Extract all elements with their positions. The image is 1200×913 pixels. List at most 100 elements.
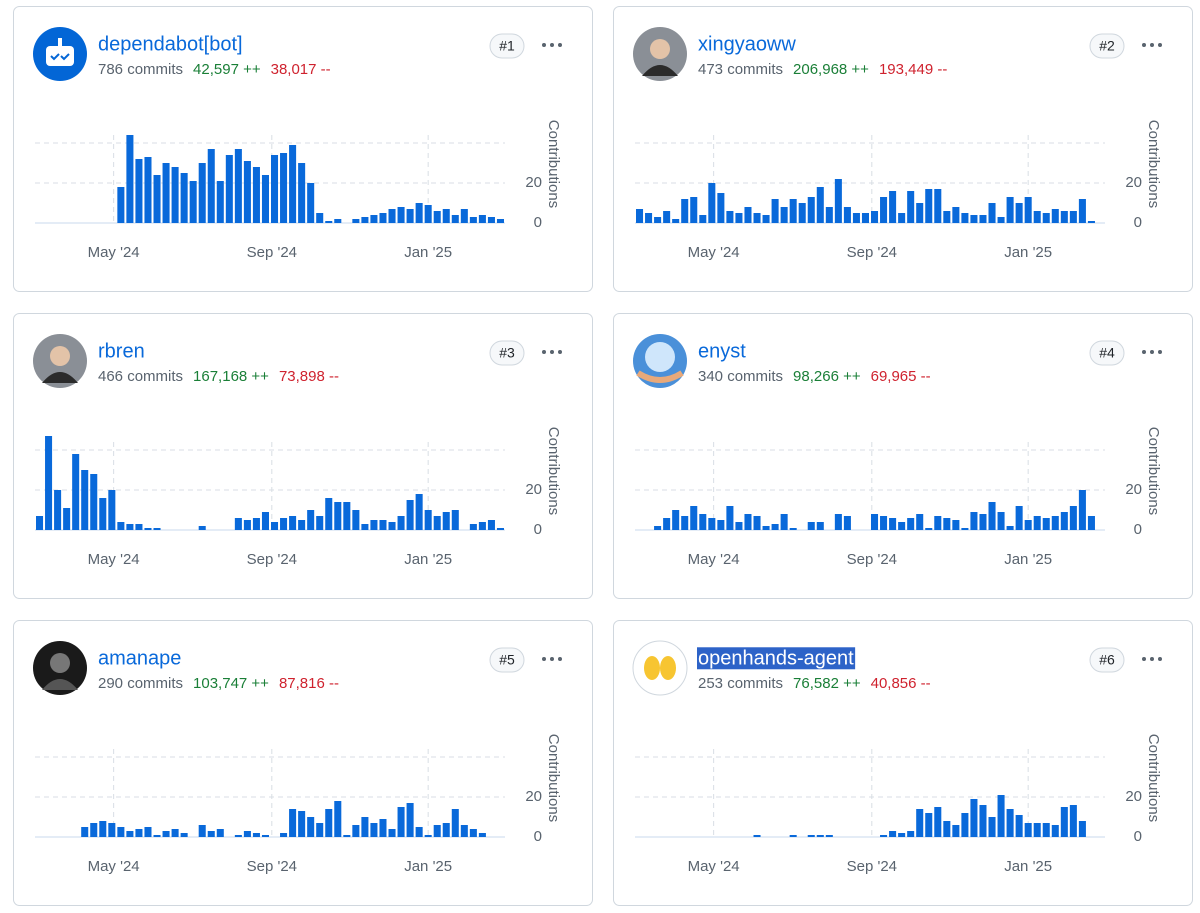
more-menu[interactable] [542, 43, 562, 47]
bar [126, 831, 134, 837]
avatar[interactable] [33, 27, 87, 81]
commit-stats: 253 commits 76,582 ++ 40,856 -- [698, 675, 931, 692]
menu-dot [542, 657, 546, 661]
bar [198, 825, 206, 837]
more-menu[interactable] [542, 350, 562, 354]
bar [316, 516, 324, 530]
bar [961, 528, 969, 530]
bar [397, 516, 405, 530]
bar [979, 215, 987, 223]
bar [45, 436, 53, 530]
x-tick-label: Sep '24 [247, 551, 297, 568]
bar [388, 522, 396, 530]
bar [898, 522, 906, 530]
more-menu[interactable] [1142, 43, 1162, 47]
x-tick-label: Sep '24 [847, 858, 897, 875]
contributor-name[interactable]: dependabot[bot] [98, 33, 243, 55]
bar [979, 805, 987, 837]
bar [307, 817, 315, 837]
bar [1078, 490, 1086, 530]
avatar-icon [645, 342, 675, 372]
bar [379, 819, 387, 837]
bar [1060, 807, 1068, 837]
bar [1051, 209, 1059, 223]
bar [99, 821, 107, 837]
bar [699, 215, 707, 223]
bar [424, 205, 432, 223]
additions: 167,168 ++ [193, 368, 269, 385]
menu-dot [550, 350, 554, 354]
bar [952, 520, 960, 530]
avatar[interactable] [33, 334, 87, 388]
contributor-name[interactable]: xingyaoww [698, 33, 796, 55]
bar [780, 207, 788, 223]
bar [672, 219, 680, 223]
bar [406, 500, 414, 530]
additions: 42,597 ++ [193, 61, 261, 78]
bar [334, 502, 342, 530]
avatar[interactable] [33, 641, 87, 695]
bar [117, 187, 125, 223]
avatar[interactable] [633, 27, 687, 81]
contributor-name[interactable]: openhands-agent [698, 647, 854, 669]
bar [81, 470, 89, 530]
y-axis-label: Contributions [1145, 734, 1162, 822]
bar [1087, 221, 1095, 223]
bar [735, 213, 743, 223]
bar [487, 217, 495, 223]
bar [316, 823, 324, 837]
bar [171, 829, 179, 837]
bar [379, 520, 387, 530]
bar [663, 211, 671, 223]
bar [852, 213, 860, 223]
additions: 103,747 ++ [193, 675, 269, 692]
more-menu[interactable] [1142, 657, 1162, 661]
bar [1033, 516, 1041, 530]
bar [970, 512, 978, 530]
bar [379, 213, 387, 223]
contributor-name[interactable]: enyst [698, 340, 746, 362]
y-tick-label: 0 [1134, 214, 1142, 231]
bar [789, 528, 797, 530]
bar [198, 526, 206, 530]
bar [970, 215, 978, 223]
bar [433, 516, 441, 530]
bar [708, 183, 716, 223]
menu-dot [1150, 43, 1154, 47]
rank-label: #1 [499, 38, 515, 54]
bar [1024, 197, 1032, 223]
bar [771, 199, 779, 223]
bar [1042, 823, 1050, 837]
bar [663, 518, 671, 530]
y-tick-label: 20 [525, 174, 542, 191]
contributor-name[interactable]: amanape [98, 647, 181, 669]
rank-label: #3 [499, 345, 515, 361]
bar [807, 835, 815, 837]
bar [316, 213, 324, 223]
bar [1060, 211, 1068, 223]
bar [1069, 506, 1077, 530]
bar [1006, 526, 1014, 530]
x-tick-label: Sep '24 [247, 244, 297, 261]
bar [451, 809, 459, 837]
bar [816, 522, 824, 530]
x-tick-label: May '24 [688, 551, 740, 568]
more-menu[interactable] [1142, 350, 1162, 354]
bar [144, 157, 152, 223]
bar [979, 514, 987, 530]
avatar[interactable] [632, 640, 688, 696]
bar [289, 145, 297, 223]
bar [487, 520, 495, 530]
bar [90, 474, 98, 530]
contributor-name[interactable]: rbren [98, 340, 145, 362]
menu-dot [1158, 657, 1162, 661]
commit-count: 290 commits [98, 675, 183, 692]
bar [861, 213, 869, 223]
bar [216, 829, 224, 837]
bar [352, 219, 360, 223]
more-menu[interactable] [542, 657, 562, 661]
avatar[interactable] [633, 334, 687, 388]
bar [925, 189, 933, 223]
bar [934, 516, 942, 530]
